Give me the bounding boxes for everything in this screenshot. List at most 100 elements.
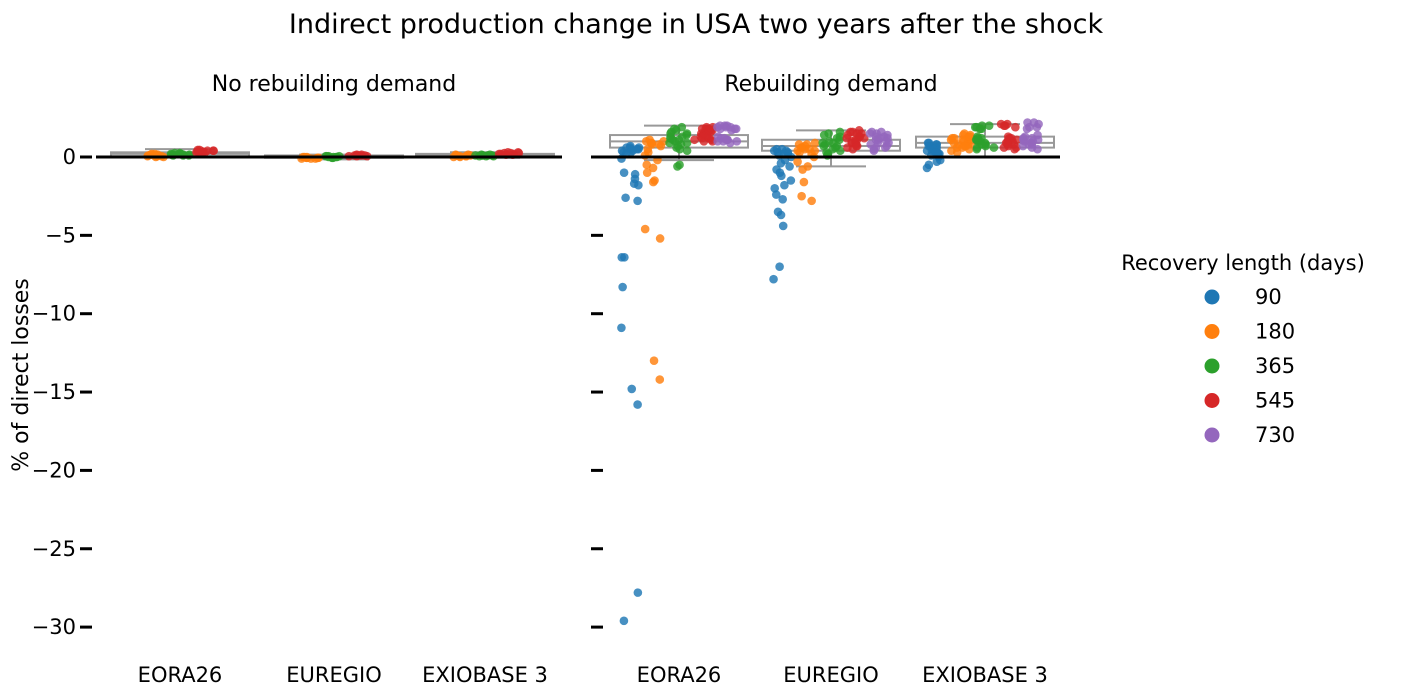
data-point <box>648 177 658 187</box>
legend-marker <box>1204 289 1220 305</box>
data-point <box>810 138 820 148</box>
data-point <box>720 121 730 130</box>
data-point <box>617 252 627 262</box>
data-point <box>647 138 657 148</box>
data-point <box>634 180 643 190</box>
data-point <box>780 180 789 190</box>
data-point <box>793 157 802 167</box>
data-point <box>875 133 885 143</box>
data-point <box>778 221 788 231</box>
panel-title-left: No rebuilding demand <box>212 72 456 97</box>
data-point <box>640 224 650 234</box>
y-tick-label: −5 <box>45 223 76 247</box>
data-point <box>682 138 692 148</box>
data-point <box>619 616 629 626</box>
y-tick-label: −15 <box>32 380 76 404</box>
data-point <box>619 168 629 177</box>
data-point <box>732 137 742 146</box>
data-point <box>977 124 986 134</box>
data-point <box>665 138 674 148</box>
y-tick-label: −20 <box>32 458 76 482</box>
data-point <box>819 130 829 140</box>
plot-area: 0 −5 −10 −15 −20 −25 −30 EORA26 EUREGIO EXIOBASE … <box>32 118 1060 687</box>
data-point <box>626 147 636 157</box>
legend-label: 90 <box>1255 285 1282 309</box>
data-point <box>778 195 787 204</box>
data-point <box>1033 144 1042 154</box>
data-point <box>667 127 676 137</box>
data-point <box>810 146 820 156</box>
data-point <box>832 141 842 151</box>
x-tick-label: EORA26 <box>138 663 223 687</box>
data-point <box>209 146 219 156</box>
data-point <box>1029 118 1039 127</box>
data-point <box>1012 143 1021 152</box>
data-point <box>996 119 1006 129</box>
x-tick-label: EORA26 <box>637 663 722 687</box>
legend-title: Recovery length (days) <box>1121 251 1365 275</box>
data-point <box>799 177 809 187</box>
data-point <box>633 196 642 206</box>
data-point <box>776 158 786 168</box>
legend: Recovery length (days) 90 180 365 545 730 <box>1121 251 1365 447</box>
y-axis-label: % of direct losses <box>9 278 34 471</box>
data-point <box>618 282 627 292</box>
data-point <box>797 191 806 201</box>
legend-marker <box>1204 427 1220 443</box>
data-point <box>675 144 685 154</box>
data-point <box>932 157 942 167</box>
y-tick-label: 0 <box>63 145 76 169</box>
data-point <box>1011 122 1020 132</box>
data-point <box>655 234 665 243</box>
data-point <box>621 193 630 203</box>
data-point <box>642 160 652 170</box>
data-point <box>786 176 796 185</box>
data-point <box>949 138 959 148</box>
data-point <box>775 262 784 271</box>
y-tick-label: −25 <box>32 537 76 561</box>
data-point <box>634 143 644 152</box>
data-point <box>989 143 999 152</box>
data-point <box>514 148 524 158</box>
data-point <box>785 162 794 171</box>
data-point <box>771 190 781 199</box>
legend-marker <box>1204 358 1220 374</box>
data-point <box>617 323 626 333</box>
data-point <box>797 143 806 152</box>
data-point <box>682 146 692 156</box>
data-point <box>960 141 969 151</box>
data-point <box>731 124 741 134</box>
data-point <box>633 588 643 597</box>
data-point <box>807 196 816 206</box>
data-point <box>696 132 706 141</box>
data-point <box>842 133 852 143</box>
data-point <box>722 135 732 145</box>
data-point <box>673 162 682 171</box>
data-point <box>852 141 862 151</box>
x-tick-label: EXIOBASE 3 <box>922 663 1048 687</box>
legend-marker <box>1204 393 1220 408</box>
data-point <box>713 137 723 146</box>
y-tick-label: −10 <box>32 302 76 326</box>
data-point <box>1019 135 1028 145</box>
data-point <box>1003 138 1012 148</box>
data-point <box>1027 140 1037 149</box>
x-tick-label: EUREGIO <box>286 663 382 687</box>
legend-marker <box>1204 324 1220 339</box>
data-point <box>972 135 982 145</box>
legend-label: 180 <box>1255 320 1295 344</box>
data-point <box>194 147 203 156</box>
data-point <box>649 356 659 366</box>
data-point <box>769 274 778 284</box>
legend-label: 365 <box>1255 354 1295 378</box>
x-tick-label: EXIOBASE 3 <box>422 663 548 687</box>
data-point <box>655 375 665 384</box>
data-point <box>931 147 940 157</box>
legend-label: 730 <box>1255 423 1295 447</box>
data-point <box>972 143 982 152</box>
data-point <box>922 163 932 173</box>
data-point <box>648 163 658 173</box>
data-point <box>777 171 786 181</box>
data-point <box>655 140 664 149</box>
panel-title-right: Rebuilding demand <box>724 72 937 97</box>
